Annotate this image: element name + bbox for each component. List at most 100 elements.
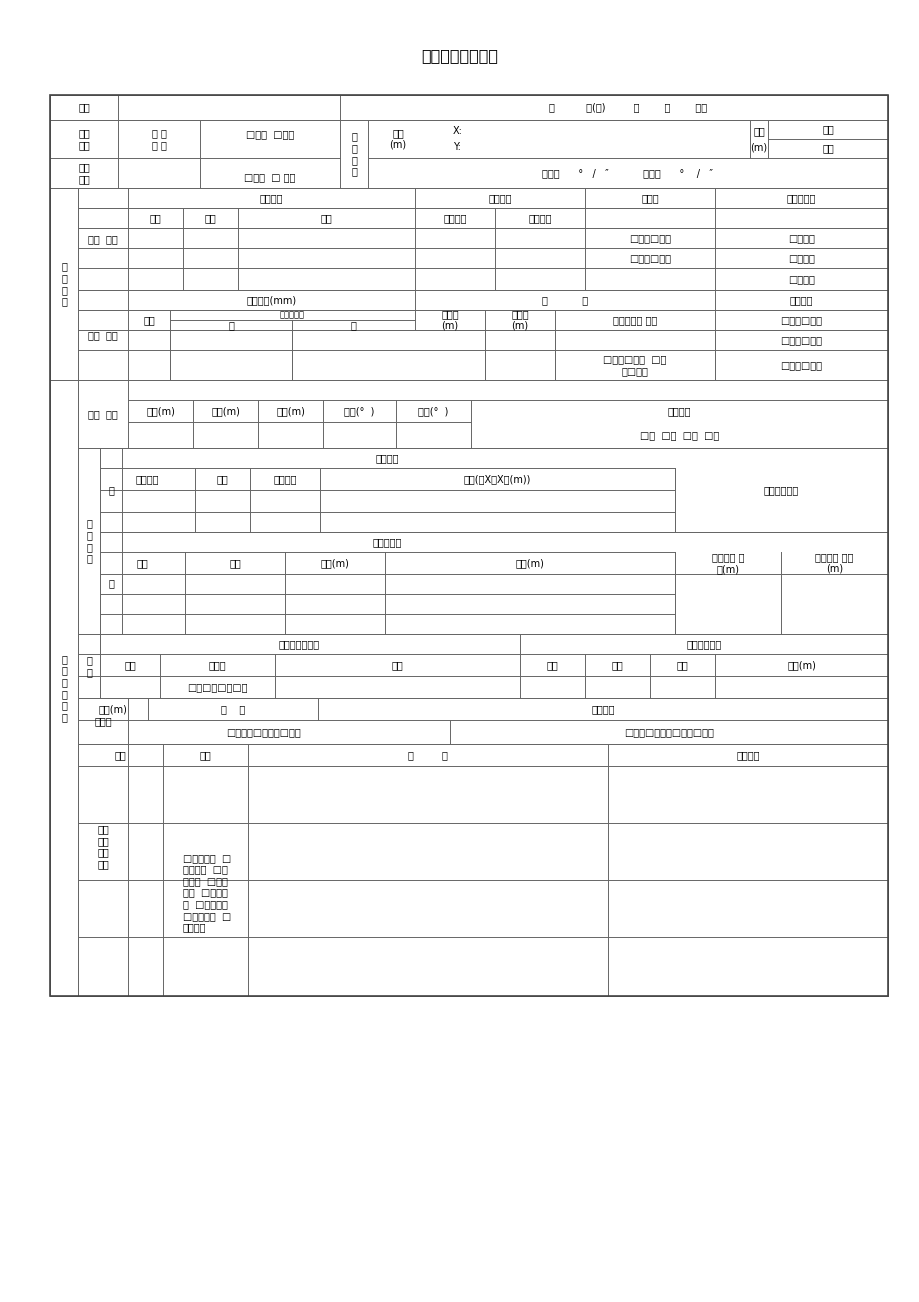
Text: 块度(长X宽X高(m)): 块度(长X宽X高(m)) (463, 474, 530, 484)
Text: 省          县(市)         乡        村        ；社: 省 县(市) 乡 村 ；社 (549, 103, 707, 112)
Text: 控制面结构: 控制面结构 (372, 536, 402, 547)
Text: 埋深(m): 埋深(m) (787, 660, 815, 671)
Text: 斜坡稳定性调查表: 斜坡稳定性调查表 (421, 48, 498, 64)
Text: 下伏基岩特征: 下伏基岩特征 (686, 639, 720, 648)
Text: 名称: 名称 (124, 660, 136, 671)
Text: 结构类型: 结构类型 (136, 474, 159, 484)
Text: 岩体结构: 岩体结构 (375, 453, 399, 464)
Text: 日: 日 (228, 320, 233, 329)
Text: 年均: 年均 (143, 315, 154, 326)
Text: 斜
坡
环
境: 斜 坡 环 境 (61, 262, 67, 306)
Text: 产状: 产状 (321, 214, 332, 223)
Bar (100, 533, 887, 634)
Text: □凸  □凹  □直  □阶: □凸 □凹 □直 □阶 (640, 430, 719, 440)
Text: □裂隙水: □裂隙水 (788, 253, 814, 263)
Bar (50, 95, 887, 120)
Text: 厚度: 厚度 (216, 474, 228, 484)
Text: 稠度: 稠度 (391, 660, 403, 671)
Text: X:: X: (452, 126, 462, 135)
Text: 岩: 岩 (108, 486, 114, 495)
Text: 时代: 时代 (150, 214, 161, 223)
Text: □孔隙水: □孔隙水 (788, 233, 814, 243)
Bar (78, 634, 887, 698)
Text: 微地貌: 微地貌 (641, 193, 658, 203)
Text: 外形  特征: 外形 特征 (88, 409, 118, 419)
Text: 经度：      °   /   ″           纬度：      °    /   ″: 经度： ° / ″ 纬度： ° / ″ (542, 168, 713, 178)
Bar (100, 448, 887, 533)
Text: □岩质  □ 土质: □岩质 □ 土质 (244, 172, 295, 182)
Text: □缓坡□平台: □缓坡□平台 (629, 253, 670, 263)
Text: 时: 时 (350, 320, 356, 329)
Text: 坡长(m): 坡长(m) (210, 406, 240, 417)
Text: 岩性: 岩性 (204, 214, 216, 223)
Text: 土地利用: 土地利用 (789, 296, 812, 305)
Text: □上升泉□下降泉□湿地: □上升泉□下降泉□湿地 (226, 727, 301, 737)
Text: 枯水位
(m): 枯水位 (m) (511, 309, 528, 331)
Text: 名称: 名称 (115, 750, 126, 760)
Text: 初现时间: 初现时间 (735, 750, 759, 760)
Text: 密实度: 密实度 (209, 660, 226, 671)
Text: 地震烈度: 地震烈度 (528, 214, 551, 223)
Bar (50, 95, 887, 996)
Bar (78, 290, 128, 380)
Text: 斜坡结构类型: 斜坡结构类型 (763, 486, 799, 495)
Text: 岩性: 岩性 (611, 660, 623, 671)
Bar (78, 290, 887, 310)
Text: 地下水类型: 地下水类型 (786, 193, 815, 203)
Bar (78, 448, 100, 634)
Bar (50, 380, 78, 996)
Text: 地质构造: 地质构造 (488, 193, 511, 203)
Text: 坡宽(m): 坡宽(m) (276, 406, 304, 417)
Bar (78, 380, 128, 448)
Text: 地质  环境: 地质 环境 (88, 234, 118, 243)
Text: 产状: 产状 (675, 660, 687, 671)
Text: 标高: 标高 (753, 126, 764, 135)
Text: 地
理
位
置: 地 理 位 置 (351, 132, 357, 176)
Text: 最大降雨量: 最大降雨量 (279, 310, 305, 319)
Text: 产状: 产状 (229, 559, 241, 568)
Text: □灌木□森林: □灌木□森林 (779, 335, 822, 345)
Text: 特         征: 特 征 (408, 750, 448, 760)
Text: 补给类型: 补给类型 (591, 704, 614, 713)
Text: 土的名称及特征: 土的名称及特征 (278, 639, 319, 648)
Text: 类型: 类型 (137, 559, 148, 568)
Text: □密□中□稍□松: □密□中□稍□松 (187, 682, 247, 691)
Text: 斜 坡
类 型: 斜 坡 类 型 (152, 128, 166, 150)
Text: □自然  □人工: □自然 □人工 (245, 129, 294, 139)
Bar (50, 187, 78, 380)
Text: 坡顶: 坡顶 (822, 125, 833, 134)
Text: 间距(m): 间距(m) (515, 559, 544, 568)
Text: 长度(m): 长度(m) (320, 559, 349, 568)
Text: Y:: Y: (452, 142, 460, 152)
Text: □拉张裂缝  □
剪切裂缝  □地
面隆起  □地面
沉降  □剥、垮
落  □树木歪斜
□建筑变形  □
冒渗混水: □拉张裂缝 □ 剪切裂缝 □地 面隆起 □地面 沉降 □剥、垮 落 □树木歪斜 … (183, 853, 231, 932)
Text: (m): (m) (750, 142, 766, 152)
Text: 坐标
(m): 坐标 (m) (389, 128, 406, 150)
Text: 斜坡与河流 位置: 斜坡与河流 位置 (612, 315, 656, 326)
Text: 结
构
特
征: 结 构 特 征 (86, 518, 92, 564)
Text: □左岸□右岸  □凹
岸□凸岸: □左岸□右岸 □凹 岸□凸岸 (603, 354, 666, 376)
Bar (100, 533, 122, 634)
Text: 地层岩性: 地层岩性 (259, 193, 283, 203)
Text: □岩溶水: □岩溶水 (788, 273, 814, 284)
Text: 裂隙组数: 裂隙组数 (273, 474, 297, 484)
Bar (50, 120, 887, 187)
Text: □耕地□草地: □耕地□草地 (779, 315, 822, 326)
Bar (78, 310, 887, 329)
Text: 质: 质 (108, 578, 114, 589)
Bar (78, 698, 128, 743)
Bar (50, 187, 887, 380)
Text: 时代: 时代 (546, 660, 558, 671)
Bar (78, 380, 887, 448)
Text: 降水雨量(mm): 降水雨量(mm) (246, 296, 296, 305)
Text: 露    头: 露 头 (221, 704, 244, 713)
Text: 地下水: 地下水 (94, 716, 112, 727)
Text: 卸荷裂缝 深度
(m): 卸荷裂缝 深度 (m) (814, 552, 853, 574)
Text: 地理  环境: 地理 环境 (88, 329, 118, 340)
Bar (78, 187, 887, 208)
Bar (78, 228, 887, 290)
Text: 埋深(m): 埋深(m) (98, 704, 128, 713)
Bar (78, 208, 887, 228)
Text: □裸露□建筑: □裸露□建筑 (779, 359, 822, 370)
Text: 野外
编号: 野外 编号 (78, 128, 90, 150)
Text: 全风化带 深
度(m): 全风化带 深 度(m) (711, 552, 743, 574)
